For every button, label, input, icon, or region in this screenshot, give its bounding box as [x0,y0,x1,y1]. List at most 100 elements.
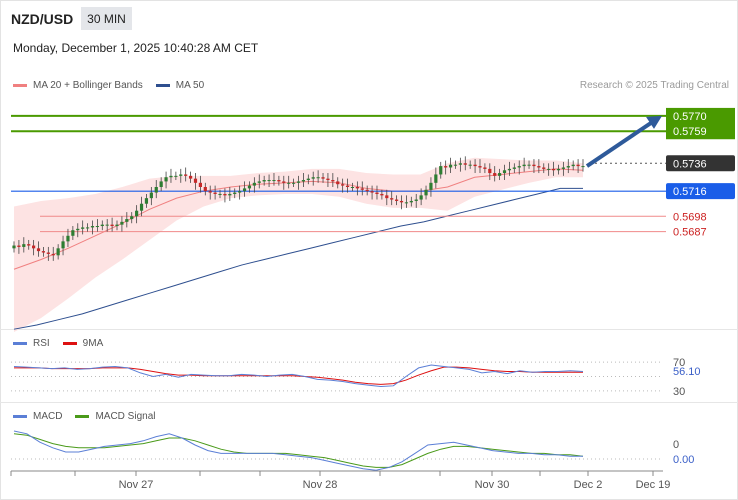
macd-divider [0,402,738,403]
candle-body [301,180,306,182]
candle-body [56,248,60,256]
candle-body [581,166,585,168]
candle-body [419,195,423,200]
rsi-divider [0,329,738,330]
candle-body [355,187,359,189]
candle-body [203,187,207,192]
candle-body [566,166,570,168]
rsi-legend-label: RSI [33,338,50,349]
pivot-label: 0.5698 [673,211,707,223]
candle-body [193,178,198,183]
candle-body [483,167,487,169]
candle-body [262,180,266,182]
candle-body [395,199,399,201]
support-label: 0.5716 [673,186,707,198]
candle-body [51,253,55,256]
candle-body [399,200,404,203]
macd-swatch [13,415,27,418]
candle-body [336,181,340,185]
candle-body [120,221,124,225]
candle-body [66,235,70,242]
candle-body [95,226,99,228]
macd-tick-label: 0 [673,439,679,451]
datetime-label: Monday, December 1, 2025 10:40:28 AM CET [13,41,259,55]
pivot-label: 0.5687 [673,227,707,239]
candle-body [507,168,512,171]
candle-body [81,227,85,229]
candle-body [41,251,46,253]
candle-body [448,164,453,168]
last-price-label: 0.5736 [673,158,707,170]
candle-body [100,224,104,227]
candle-body [198,182,202,187]
candle-body [453,164,458,166]
macd-signal-legend-label: MACD Signal [95,411,156,422]
resistance-label: 0.5770 [673,111,707,123]
ma50-legend-label: MA 50 [175,80,205,91]
candle-body [169,175,173,178]
rsi-ma-legend-label: 9MA [82,338,104,349]
candle-body [551,168,556,171]
candle-body [434,174,438,183]
resistance-tag [666,123,735,140]
rsi-line [13,364,584,388]
candle-body [36,248,41,252]
candle-body [439,166,443,175]
candle-body [291,182,296,184]
last-price-tag [666,155,735,172]
candle-body [110,224,114,227]
rsi-legend: RSI 9MA [13,338,116,349]
candle-body [71,230,75,236]
candle-body [517,166,521,168]
candle-body [493,173,497,176]
candle-body [154,187,158,193]
symbol-title: NZD/USD [11,11,74,27]
candle-body [365,189,369,192]
candle-body [17,245,21,247]
time-axis-label: Nov 27 [119,479,154,491]
candle-body [228,193,232,196]
candle-body [208,191,212,193]
candle-body [424,189,428,196]
candle-body [512,167,516,169]
candle-body [502,170,507,174]
candle-body [331,180,335,182]
candle-body [488,168,492,174]
time-axis-label: Nov 30 [475,479,510,491]
credit-text: Research © 2025 Trading Central [579,80,729,91]
candle-body [90,226,95,228]
candle-body [527,164,531,166]
candle-body [542,167,546,169]
timeframe-badge[interactable]: 30 MIN [81,7,132,30]
candle-body [149,192,153,199]
candle-body [218,193,222,195]
candle-body [257,181,261,183]
candle-body [27,244,31,246]
candle-body [385,195,389,199]
candle-body [247,185,252,189]
candle-body [576,164,580,167]
candle-body [277,180,281,182]
support-tag [666,183,735,200]
candle-body [311,177,315,179]
candle-body [306,178,310,181]
candle-body [267,180,271,182]
candle-body [468,164,472,166]
candle-body [252,182,256,186]
candle-body [144,198,149,204]
ma50-swatch [155,84,170,87]
candle-body [390,198,394,200]
candle-body [380,193,384,196]
macd-value-label: 0.00 [673,454,694,466]
candle-body [561,167,565,169]
candle-body [473,164,477,167]
candle-body [571,164,575,167]
candle-body [139,203,144,211]
macd-signal-swatch [75,415,90,418]
candle-body [223,193,227,196]
candle-body [537,166,541,168]
candle-body [32,245,36,249]
candle-body [326,178,330,181]
candle-body [522,164,526,167]
ma50-line [13,187,583,330]
